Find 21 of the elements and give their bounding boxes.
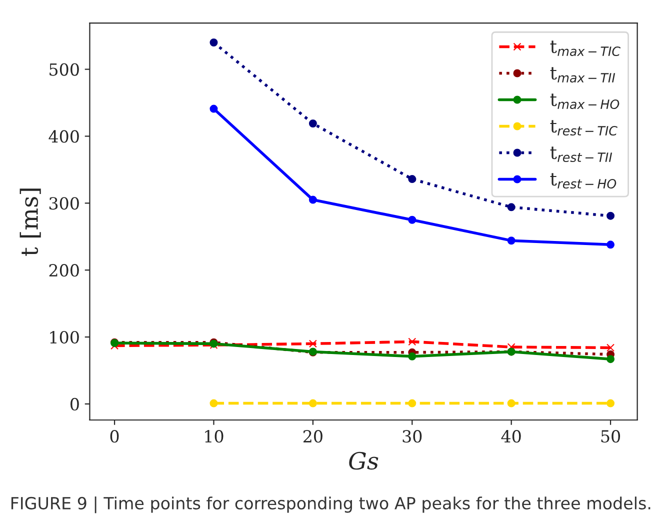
x-tick-label: 20	[303, 430, 322, 443]
x-axis-title: Gs	[349, 452, 378, 470]
x-tick-label: 40	[501, 430, 521, 443]
y-tick-label: 400	[48, 130, 79, 143]
x-tick-label: 50	[601, 430, 620, 443]
legend-label: t$_{rest−TIC}$	[550, 120, 618, 136]
y-tick-label: 100	[50, 330, 79, 344]
y-tick-label: 300	[49, 197, 79, 210]
y-tick-label: 500	[50, 63, 79, 76]
legend-label: t$_{max−TII}$	[550, 67, 616, 83]
y-axis-title: t [ms]	[20, 188, 41, 256]
legend-label: t$_{rest−TII}$	[550, 146, 612, 162]
y-tick-label: 0	[70, 398, 79, 411]
caption: FIGURE 9 | Time points for corresponding two AP peaks for the three models.	[11, 496, 650, 514]
x-tick-label: 0	[110, 430, 119, 443]
legend-label: t$_{max−HO}$	[550, 94, 620, 110]
legend-label: t$_{max−TIC}$	[550, 40, 620, 56]
x-tick-label: 10	[205, 430, 224, 443]
x-tick-label: 30	[402, 430, 422, 443]
legend-label: t$_{rest−HO}$	[550, 173, 616, 189]
y-tick-label: 200	[49, 264, 79, 277]
